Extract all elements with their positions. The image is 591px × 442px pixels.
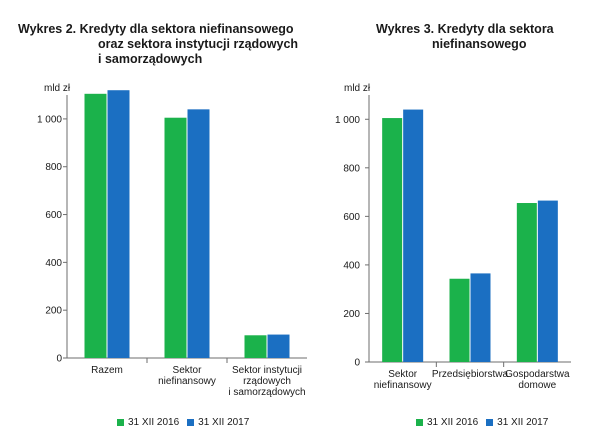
- chart-3-x-tick-label: Przedsiębiorstwa: [432, 369, 509, 380]
- chart-3-y-tick-label: 1 000: [335, 115, 360, 126]
- chart-3-y-tick-label: 800: [343, 163, 360, 174]
- chart-3-y-tick-label: 400: [343, 260, 360, 271]
- chart-2-x-tick-label: i samorządowych: [228, 387, 305, 398]
- legend-label-2017: 31 XII 2017: [198, 417, 250, 428]
- chart-3-y-axis-label: mld zł: [344, 83, 371, 94]
- chart-3-bar: [403, 109, 424, 363]
- chart-3-legend: 31 XII 2016 31 XII 2017: [416, 417, 548, 428]
- chart-2-y-tick-label: 200: [45, 306, 62, 317]
- chart-3-y-tick-label: 0: [354, 358, 360, 369]
- chart-2-bar: [84, 93, 107, 359]
- chart-3-y-tick-label: 200: [343, 309, 360, 320]
- legend-label-2016: 31 XII 2016: [427, 417, 479, 428]
- chart-2-y-tick-label: 1 000: [37, 114, 62, 125]
- chart-2-title-line-1: Wykres 2. Kredyty dla sektora niefinanso…: [18, 22, 294, 36]
- chart-2-bar: [187, 109, 210, 358]
- chart-3-title: Wykres 3. Kredyty dla sektora niefinanso…: [376, 22, 554, 52]
- chart-2-title: Wykres 2. Kredyty dla sektora niefinanso…: [18, 22, 298, 67]
- legend-swatch-2017: [187, 419, 195, 426]
- chart-3-x-tick-label: Sektor: [388, 369, 418, 380]
- chart-2-legend: 31 XII 2016 31 XII 2017: [117, 417, 249, 428]
- chart-3-bar: [537, 200, 558, 362]
- chart-2-y-tick-label: 400: [45, 258, 62, 269]
- chart-2-bar: [107, 90, 130, 358]
- chart-3-title-line-1: Wykres 3. Kredyty dla sektora: [376, 22, 554, 36]
- legend-swatch-2017: [486, 419, 494, 426]
- chart-2-y-tick-label: 0: [56, 354, 62, 365]
- chart-2-x-tick-label: Sektor: [173, 365, 203, 376]
- chart-3-x-tick-label: niefinansowy: [374, 380, 432, 391]
- chart-3-bar: [470, 273, 491, 362]
- legend-swatch-2016: [416, 419, 423, 426]
- chart-3-bar: [449, 278, 470, 362]
- legend-label-2016: 31 XII 2016: [128, 417, 180, 428]
- chart-3-y-tick-label: 600: [343, 212, 360, 223]
- chart-2-y-tick-label: 600: [45, 210, 62, 221]
- chart-2-x-tick-label: Sektor instytucji: [232, 365, 302, 376]
- chart-3-bar: [516, 203, 537, 362]
- chart-2-x-tick-label: niefinansowy: [158, 376, 216, 387]
- chart-2-y-tick-label: 800: [45, 162, 62, 173]
- legend-swatch-2016: [117, 419, 124, 426]
- chart-2-bar: [267, 334, 290, 358]
- chart-2-x-tick-label: rządowych: [243, 376, 291, 387]
- chart-2-bar: [164, 117, 187, 358]
- chart-3-x-tick-label: domowe: [518, 380, 556, 391]
- chart-2-y-axis-label: mld zł: [44, 83, 71, 94]
- chart-3-x-tick-label: Gospodarstwa: [505, 369, 570, 380]
- chart-3-bar: [382, 118, 403, 363]
- chart-2-title-line-3: i samorządowych: [98, 52, 203, 66]
- chart-2-bar: [244, 335, 267, 358]
- chart-3-title-line-2: niefinansowego: [432, 37, 527, 51]
- chart-2-title-line-2: oraz sektora instytucji rządowych: [98, 37, 299, 51]
- legend-label-2017: 31 XII 2017: [497, 417, 549, 428]
- chart-2-x-tick-label: Razem: [91, 365, 123, 376]
